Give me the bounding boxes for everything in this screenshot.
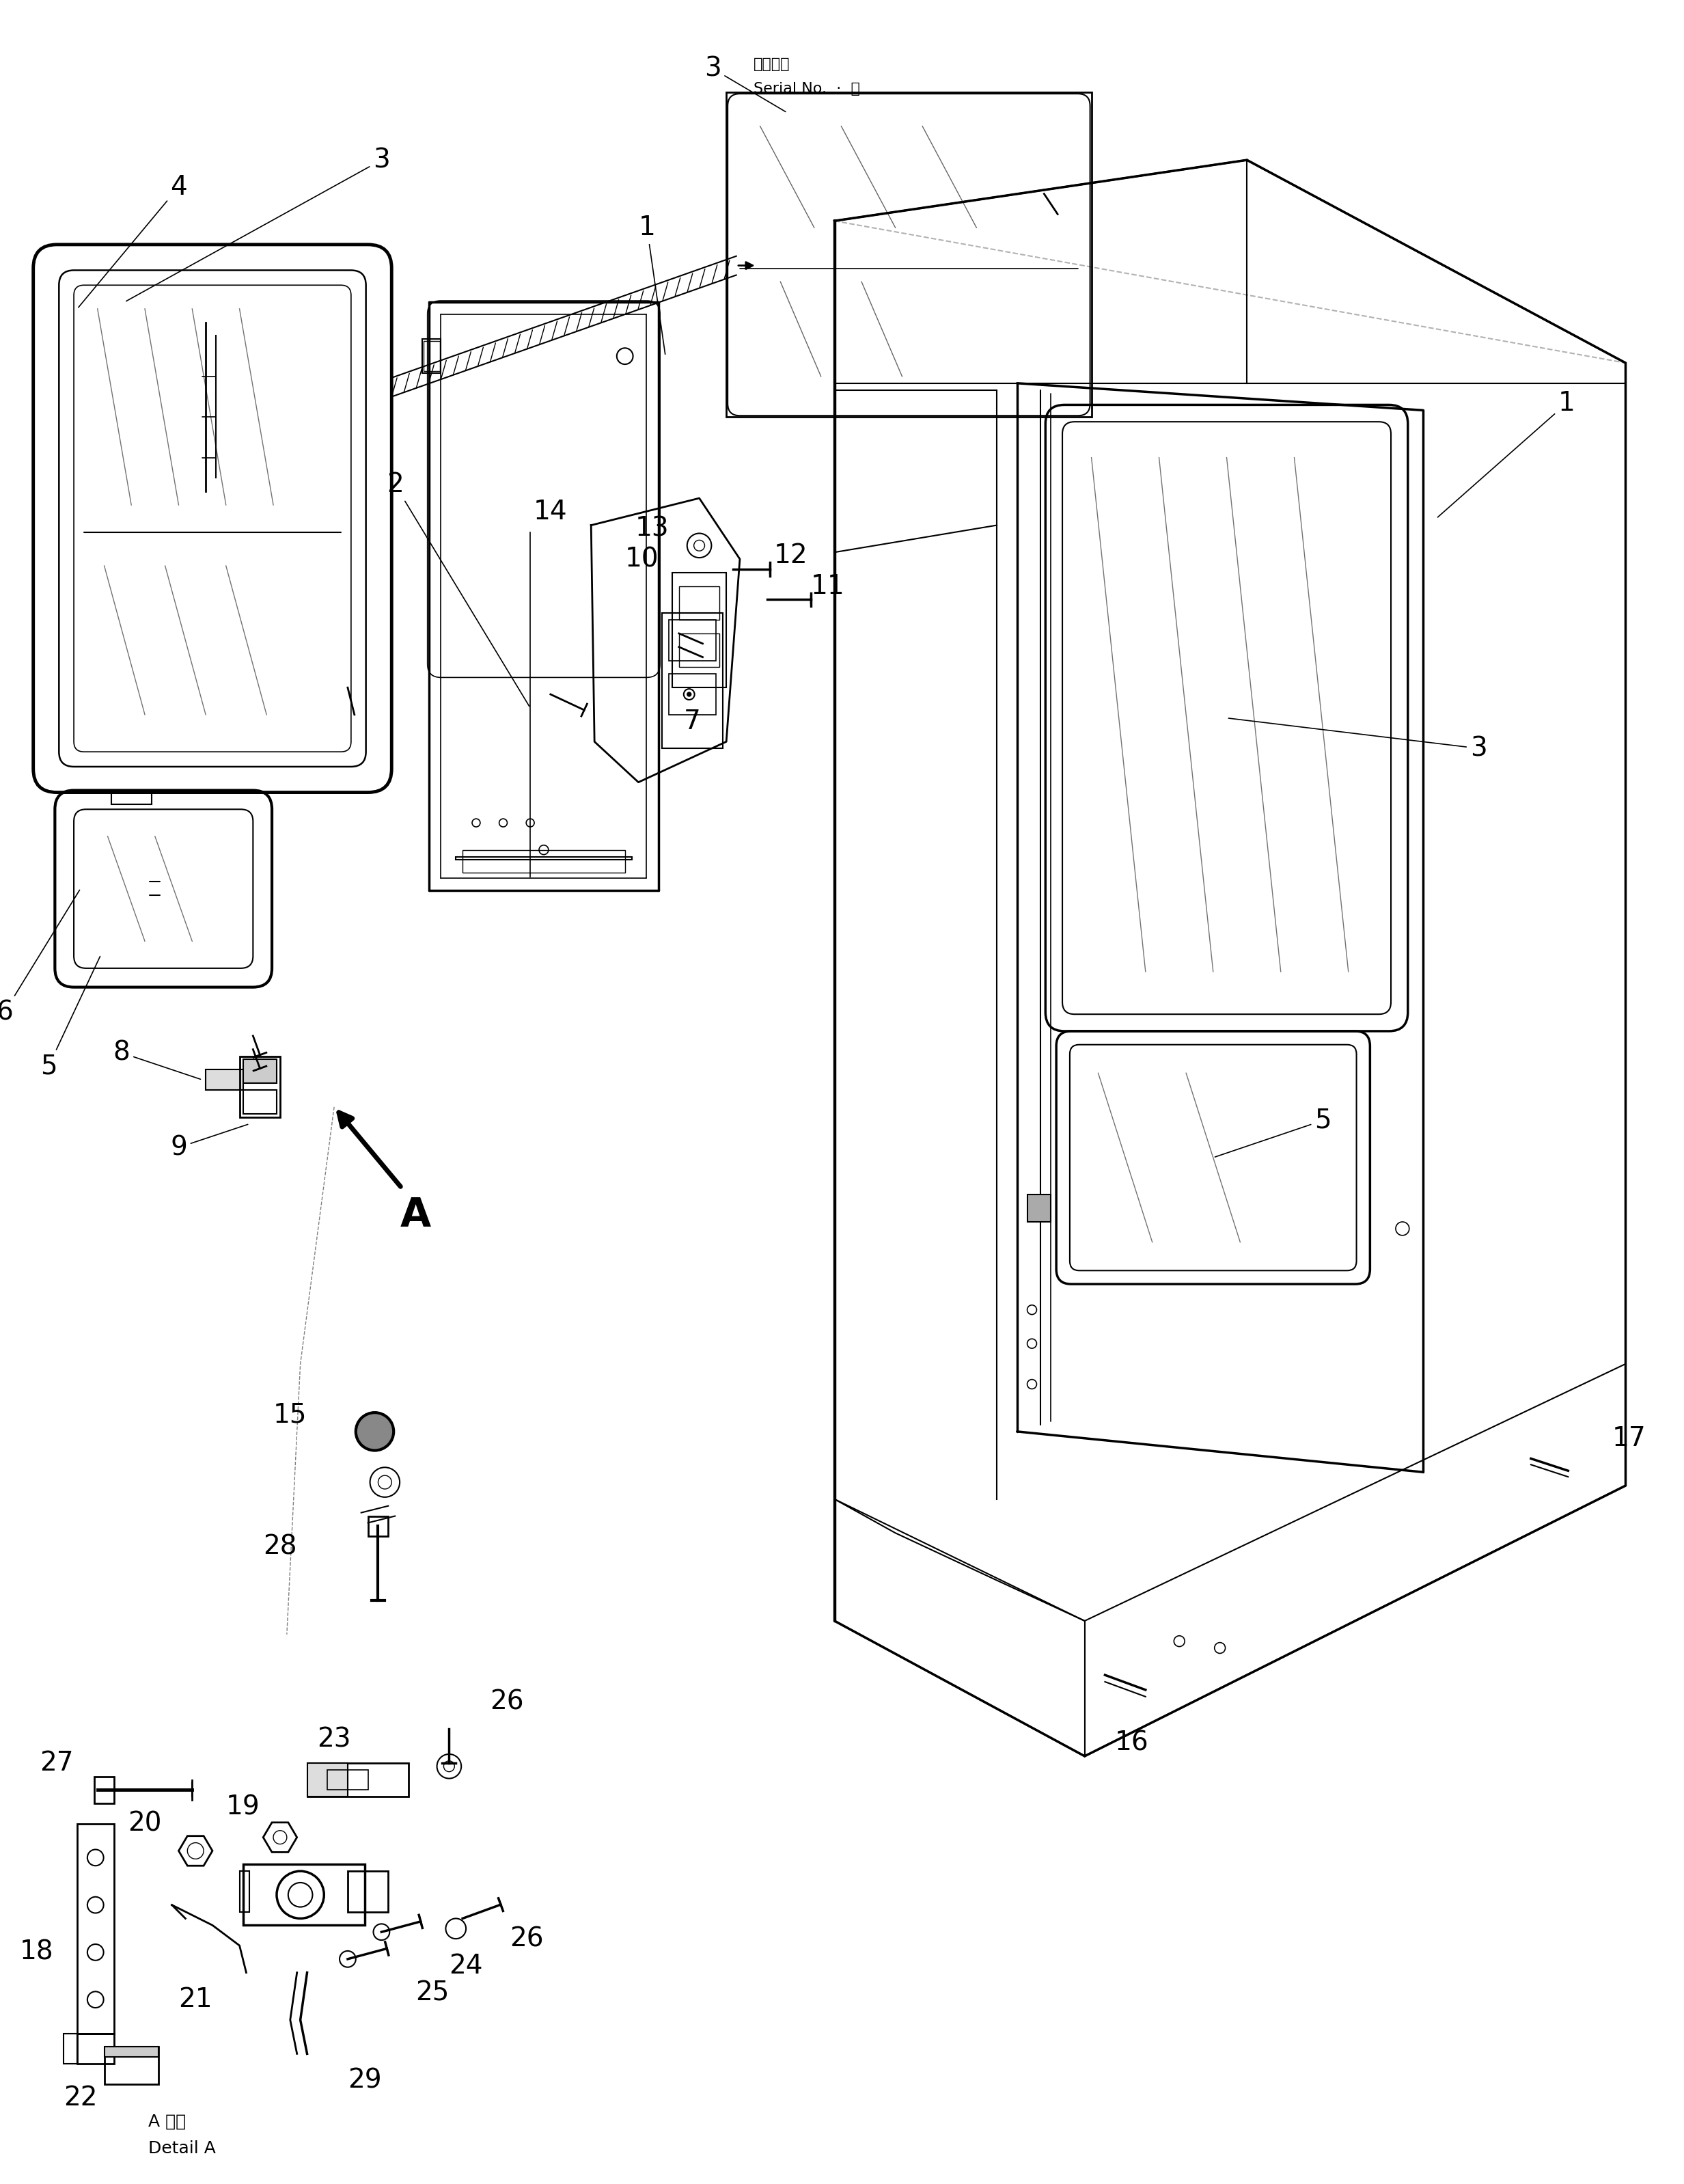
Text: 3: 3 bbox=[126, 146, 391, 301]
Bar bbox=[423, 341, 440, 371]
Text: Serial No.  ·  ～: Serial No. · ～ bbox=[753, 83, 861, 96]
Text: 10: 10 bbox=[625, 546, 658, 572]
Bar bbox=[94, 1776, 115, 1804]
Bar bbox=[205, 1070, 242, 1090]
Text: 7: 7 bbox=[684, 708, 701, 734]
Bar bbox=[239, 1057, 280, 1116]
Bar bbox=[369, 1516, 389, 1535]
Text: 1: 1 bbox=[1438, 391, 1575, 518]
Text: 8: 8 bbox=[113, 1040, 200, 1079]
Text: 15: 15 bbox=[273, 1402, 306, 1428]
Text: 13: 13 bbox=[635, 515, 669, 542]
Text: 18: 18 bbox=[20, 1939, 54, 1966]
Text: 3: 3 bbox=[1229, 719, 1487, 762]
Text: 21: 21 bbox=[179, 1987, 212, 2014]
Bar bbox=[242, 1865, 364, 1926]
Text: 16: 16 bbox=[1115, 1730, 1148, 1756]
Bar bbox=[327, 1769, 369, 1791]
Text: 4: 4 bbox=[79, 175, 187, 308]
Text: Detail A: Detail A bbox=[148, 2140, 216, 2156]
Text: 28: 28 bbox=[263, 1533, 296, 1559]
Text: 24: 24 bbox=[450, 1952, 483, 1979]
Bar bbox=[347, 1872, 389, 1911]
Text: 17: 17 bbox=[1612, 1426, 1645, 1450]
Text: 適用号機: 適用号機 bbox=[753, 57, 790, 70]
Text: A: A bbox=[399, 1195, 431, 1234]
Text: 19: 19 bbox=[226, 1793, 259, 1819]
Circle shape bbox=[355, 1413, 394, 1450]
Bar bbox=[423, 339, 441, 373]
Bar bbox=[679, 633, 719, 668]
Bar bbox=[669, 675, 716, 714]
Text: 27: 27 bbox=[40, 1749, 74, 1776]
Bar bbox=[672, 572, 726, 688]
Text: 6: 6 bbox=[0, 891, 79, 1024]
Text: 26: 26 bbox=[490, 1688, 524, 1714]
Text: 2: 2 bbox=[387, 472, 529, 705]
Bar bbox=[306, 1762, 409, 1797]
Bar bbox=[104, 2046, 158, 2057]
Bar bbox=[1027, 1195, 1051, 1221]
Bar bbox=[242, 1059, 276, 1083]
Bar bbox=[662, 614, 722, 749]
Bar bbox=[306, 1762, 347, 1797]
Text: 12: 12 bbox=[773, 542, 808, 568]
Text: 23: 23 bbox=[317, 1725, 350, 1752]
Bar bbox=[111, 793, 152, 804]
Text: 25: 25 bbox=[416, 1981, 450, 2005]
Text: 20: 20 bbox=[128, 1811, 162, 1837]
Bar bbox=[242, 1090, 276, 1114]
Text: 29: 29 bbox=[347, 2068, 382, 2094]
Bar bbox=[456, 856, 632, 858]
Bar bbox=[679, 585, 719, 620]
Bar bbox=[77, 1824, 115, 2033]
Text: 26: 26 bbox=[510, 1926, 544, 1952]
Bar bbox=[77, 2033, 115, 2064]
Text: 14: 14 bbox=[534, 498, 568, 524]
Text: A 詳細: A 詳細 bbox=[148, 2114, 185, 2129]
Text: 9: 9 bbox=[170, 1125, 248, 1160]
Text: 5: 5 bbox=[40, 957, 99, 1079]
Bar bbox=[239, 1872, 249, 1911]
Text: 3: 3 bbox=[704, 57, 785, 111]
Bar bbox=[463, 850, 625, 874]
Bar bbox=[104, 2046, 158, 2084]
Text: 1: 1 bbox=[638, 214, 665, 354]
Text: 11: 11 bbox=[810, 572, 845, 598]
Text: 22: 22 bbox=[64, 2086, 98, 2110]
Text: 5: 5 bbox=[1214, 1107, 1332, 1158]
Bar bbox=[726, 92, 1091, 417]
Bar bbox=[64, 2033, 77, 2064]
Circle shape bbox=[687, 692, 690, 697]
Bar bbox=[669, 620, 716, 660]
